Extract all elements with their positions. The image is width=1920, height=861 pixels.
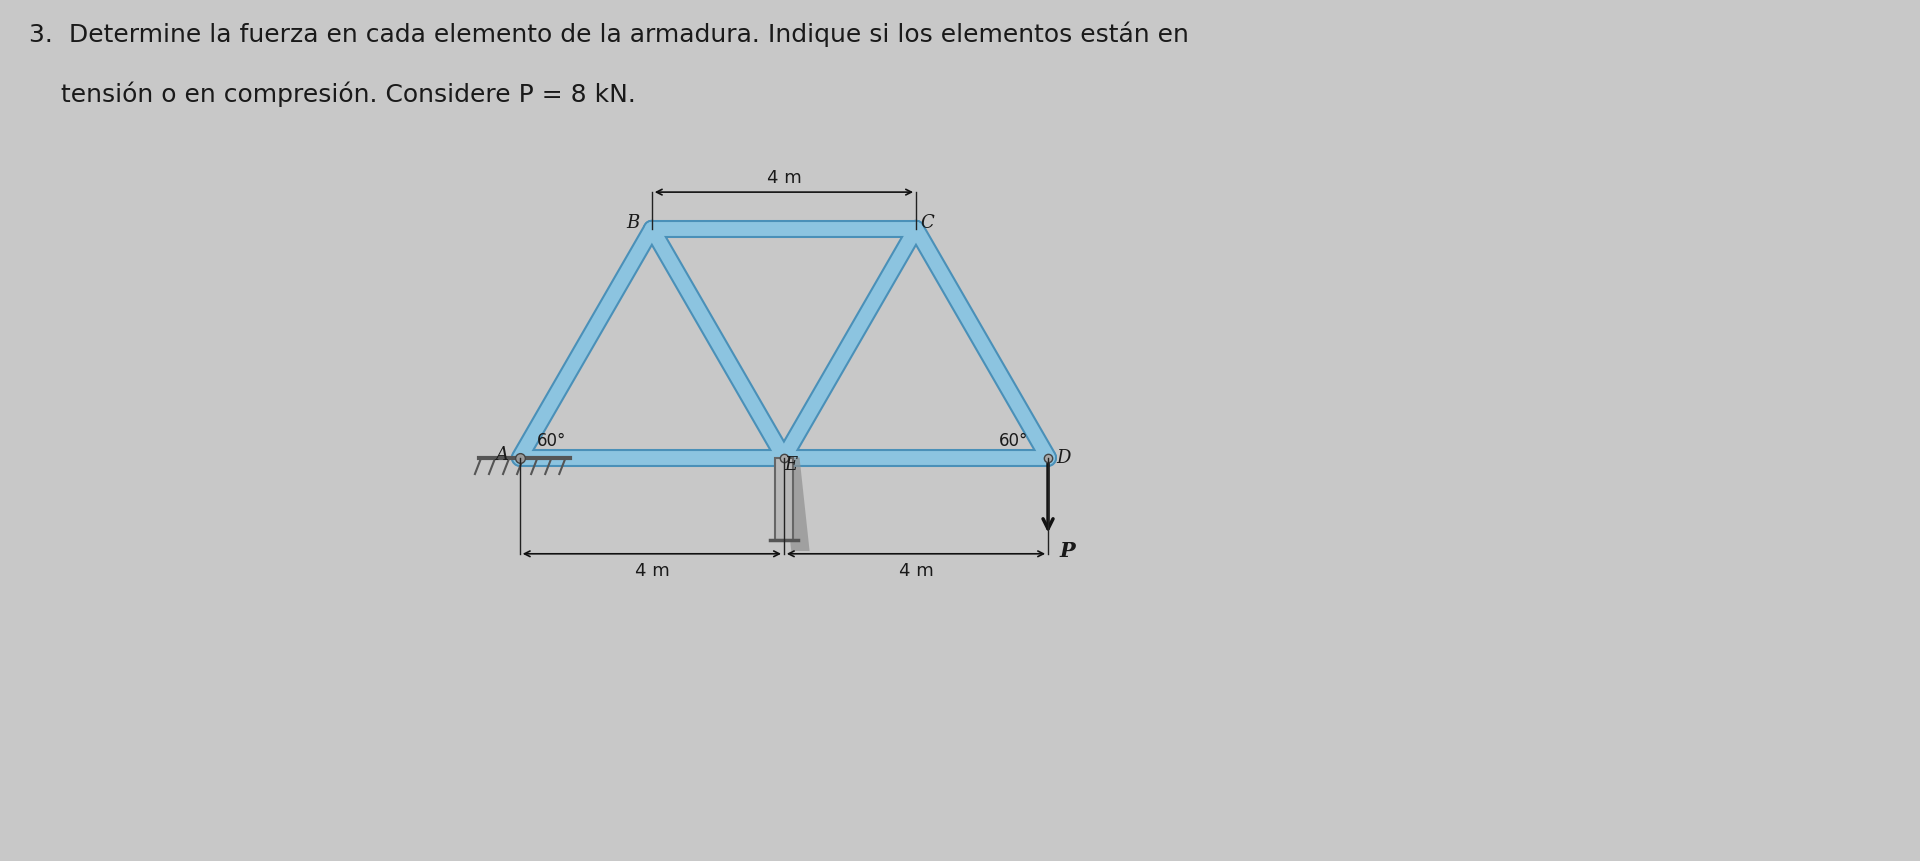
Text: 3.  Determine la fuerza en cada elemento de la armadura. Indique si los elemento: 3. Determine la fuerza en cada elemento … — [29, 22, 1188, 47]
Text: C: C — [920, 214, 933, 232]
Text: 4 m: 4 m — [766, 169, 801, 187]
Text: B: B — [626, 214, 639, 232]
Text: A: A — [495, 445, 509, 463]
Text: 4 m: 4 m — [634, 561, 670, 579]
Text: D: D — [1056, 448, 1071, 466]
Text: P: P — [1060, 541, 1075, 561]
Text: 60°: 60° — [998, 431, 1027, 449]
Text: 4 m: 4 m — [899, 561, 933, 579]
Text: E: E — [783, 455, 797, 474]
Polygon shape — [781, 458, 810, 551]
Bar — [776, 458, 793, 541]
Text: 60°: 60° — [538, 431, 566, 449]
Text: tensión o en compresión. Considere P = 8 kN.: tensión o en compresión. Considere P = 8… — [29, 82, 636, 108]
